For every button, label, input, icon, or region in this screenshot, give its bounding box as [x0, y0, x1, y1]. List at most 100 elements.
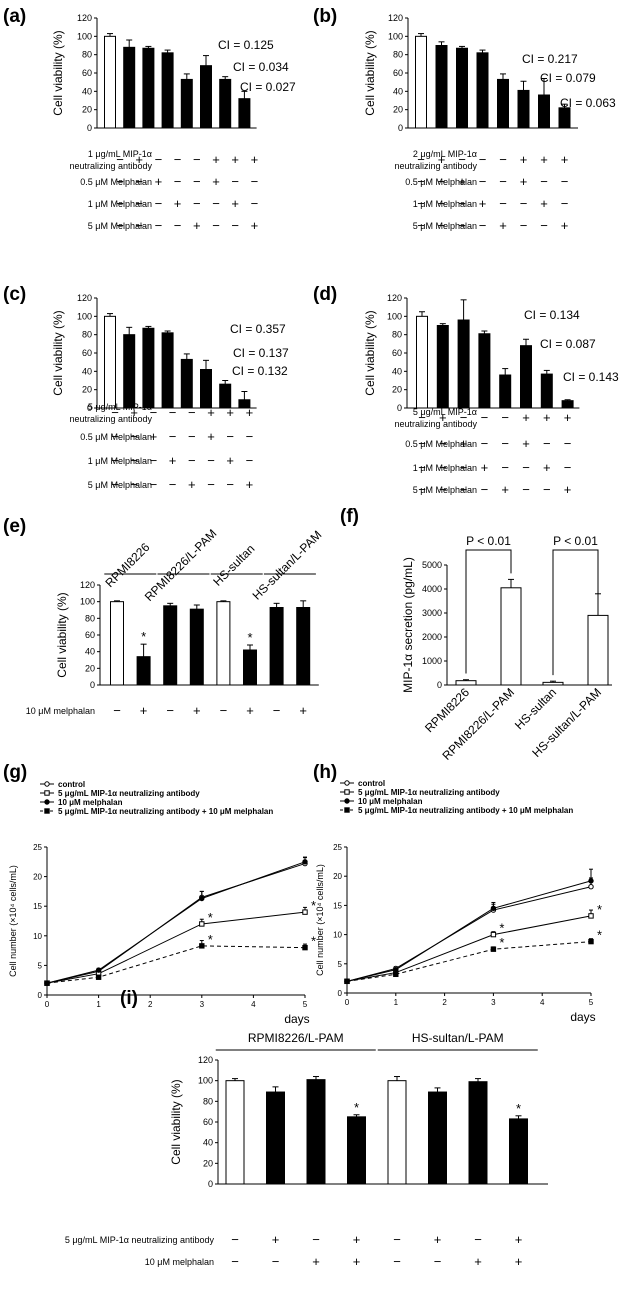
- significance-star: *: [208, 932, 213, 947]
- bar: [200, 369, 212, 409]
- x-axis-title: days: [570, 1010, 595, 1024]
- treatment-sign: −: [438, 174, 446, 189]
- bar: [225, 1080, 245, 1185]
- treatment-sign: −: [135, 196, 143, 211]
- treatment-sign: +: [207, 405, 215, 420]
- treatment-sign: +: [474, 1254, 482, 1269]
- y-tick-label: 40: [392, 366, 402, 376]
- treatment-sign: −: [166, 703, 174, 718]
- treatment-label: 5 μM Melphalan: [88, 221, 152, 231]
- treatment-sign: −: [116, 174, 124, 189]
- bar: [189, 608, 204, 686]
- treatment-label: 10 μM melphalan: [145, 1257, 214, 1267]
- x-tick-label: 1: [394, 998, 399, 1007]
- treatment-label: 5 μg/mL MIP-1α: [88, 402, 152, 412]
- y-axis-title: Cell number (×10⁴ cells/mL): [315, 864, 325, 976]
- data-point: [490, 946, 497, 952]
- treatment-sign: +: [515, 1254, 523, 1269]
- bar: [538, 94, 550, 129]
- treatment-sign: +: [501, 482, 509, 497]
- bar: [415, 35, 427, 129]
- y-tick-label: 5000: [422, 560, 442, 570]
- treatment-sign: −: [418, 460, 426, 475]
- data-point: [199, 943, 205, 949]
- y-tick-label: 60: [392, 348, 402, 358]
- treatment-sign: −: [193, 196, 201, 211]
- bar: [269, 607, 284, 686]
- bar: [104, 315, 116, 409]
- panel-label: (i): [120, 988, 138, 1009]
- treatment-sign: +: [515, 1232, 523, 1247]
- x-tick-label: 3: [200, 1000, 205, 1009]
- treatment-sign: −: [479, 152, 487, 167]
- bar: [104, 35, 116, 129]
- treatment-sign: −: [522, 460, 530, 475]
- treatment-sign: +: [150, 429, 158, 444]
- treatment-sign: −: [130, 453, 138, 468]
- x-tick-label: 4: [251, 1000, 256, 1009]
- ci-label: CI = 0.217: [522, 52, 578, 66]
- data-point: [95, 974, 102, 980]
- significance-star: *: [597, 902, 602, 917]
- treatment-sign: −: [458, 196, 466, 211]
- treatment-sign: −: [116, 218, 124, 233]
- y-tick-label: 2000: [422, 632, 442, 642]
- y-tick-label: 4000: [422, 584, 442, 594]
- y-tick-label: 10: [333, 931, 342, 940]
- y-tick-label: 60: [82, 348, 92, 358]
- group-label: HS-sultan: [210, 542, 257, 589]
- treatment-sign: +: [130, 405, 138, 420]
- x-tick-label: 5: [303, 1000, 308, 1009]
- treatment-sign: −: [417, 218, 425, 233]
- treatment-label: 1 μg/mL MIP-1α: [88, 149, 152, 159]
- y-axis-title: Cell viability (%): [363, 310, 377, 395]
- treatment-sign: +: [140, 703, 148, 718]
- bar: [216, 601, 231, 686]
- treatment-sign: +: [251, 218, 259, 233]
- treatment-sign: −: [155, 196, 163, 211]
- y-tick-label: 5: [38, 961, 43, 970]
- treatment-sign: −: [174, 152, 182, 167]
- treatment-sign: −: [231, 174, 239, 189]
- panel-h: (h) 0 5 10 15 20 25 0 1 2 3 4 5 days Cell number (×10⁴…: [313, 762, 602, 1024]
- treatment-label: 5 μg/mL MIP-1α neutralizing antibody: [65, 1235, 215, 1245]
- data-point: [44, 980, 50, 986]
- treatment-label: neutralizing antibody: [394, 161, 477, 171]
- treatment-sign: −: [246, 429, 254, 444]
- data-point: [302, 944, 308, 951]
- legend-marker: [344, 798, 350, 804]
- panel-label: (e): [3, 516, 26, 537]
- treatment-sign: −: [188, 429, 196, 444]
- bar: [266, 1091, 285, 1185]
- treatment-sign: −: [501, 436, 509, 451]
- legend-marker: [44, 790, 50, 796]
- y-tick-label: 80: [393, 50, 403, 60]
- panel-f: (f) 0 1000 2000 3000 4000 5000 MIP-1α secretion…: [340, 506, 612, 763]
- treatment-sign: −: [155, 152, 163, 167]
- bar: [136, 656, 151, 686]
- treatment-sign: −: [479, 174, 487, 189]
- x-tick-label: 1: [96, 1000, 101, 1009]
- panel-label: (g): [3, 762, 27, 783]
- significance-star: *: [247, 630, 252, 645]
- treatment-sign: −: [174, 174, 182, 189]
- y-tick-label: 5: [338, 960, 343, 969]
- treatment-sign: −: [226, 429, 234, 444]
- treatment-label: 2 μg/mL MIP-1α: [413, 149, 477, 159]
- bar: [561, 400, 574, 409]
- bar: [161, 332, 174, 409]
- panel-label: (a): [3, 6, 26, 27]
- bar: [540, 373, 553, 409]
- treatment-sign: −: [150, 477, 158, 492]
- panel-label: (c): [3, 284, 26, 305]
- treatment-sign: +: [207, 429, 215, 444]
- treatment-sign: −: [111, 405, 119, 420]
- y-tick-label: 100: [388, 31, 403, 41]
- treatment-sign: −: [499, 196, 507, 211]
- treatment-sign: −: [116, 196, 124, 211]
- treatment-sign: −: [150, 405, 158, 420]
- bar: [347, 1116, 366, 1185]
- y-tick-label: 80: [82, 50, 92, 60]
